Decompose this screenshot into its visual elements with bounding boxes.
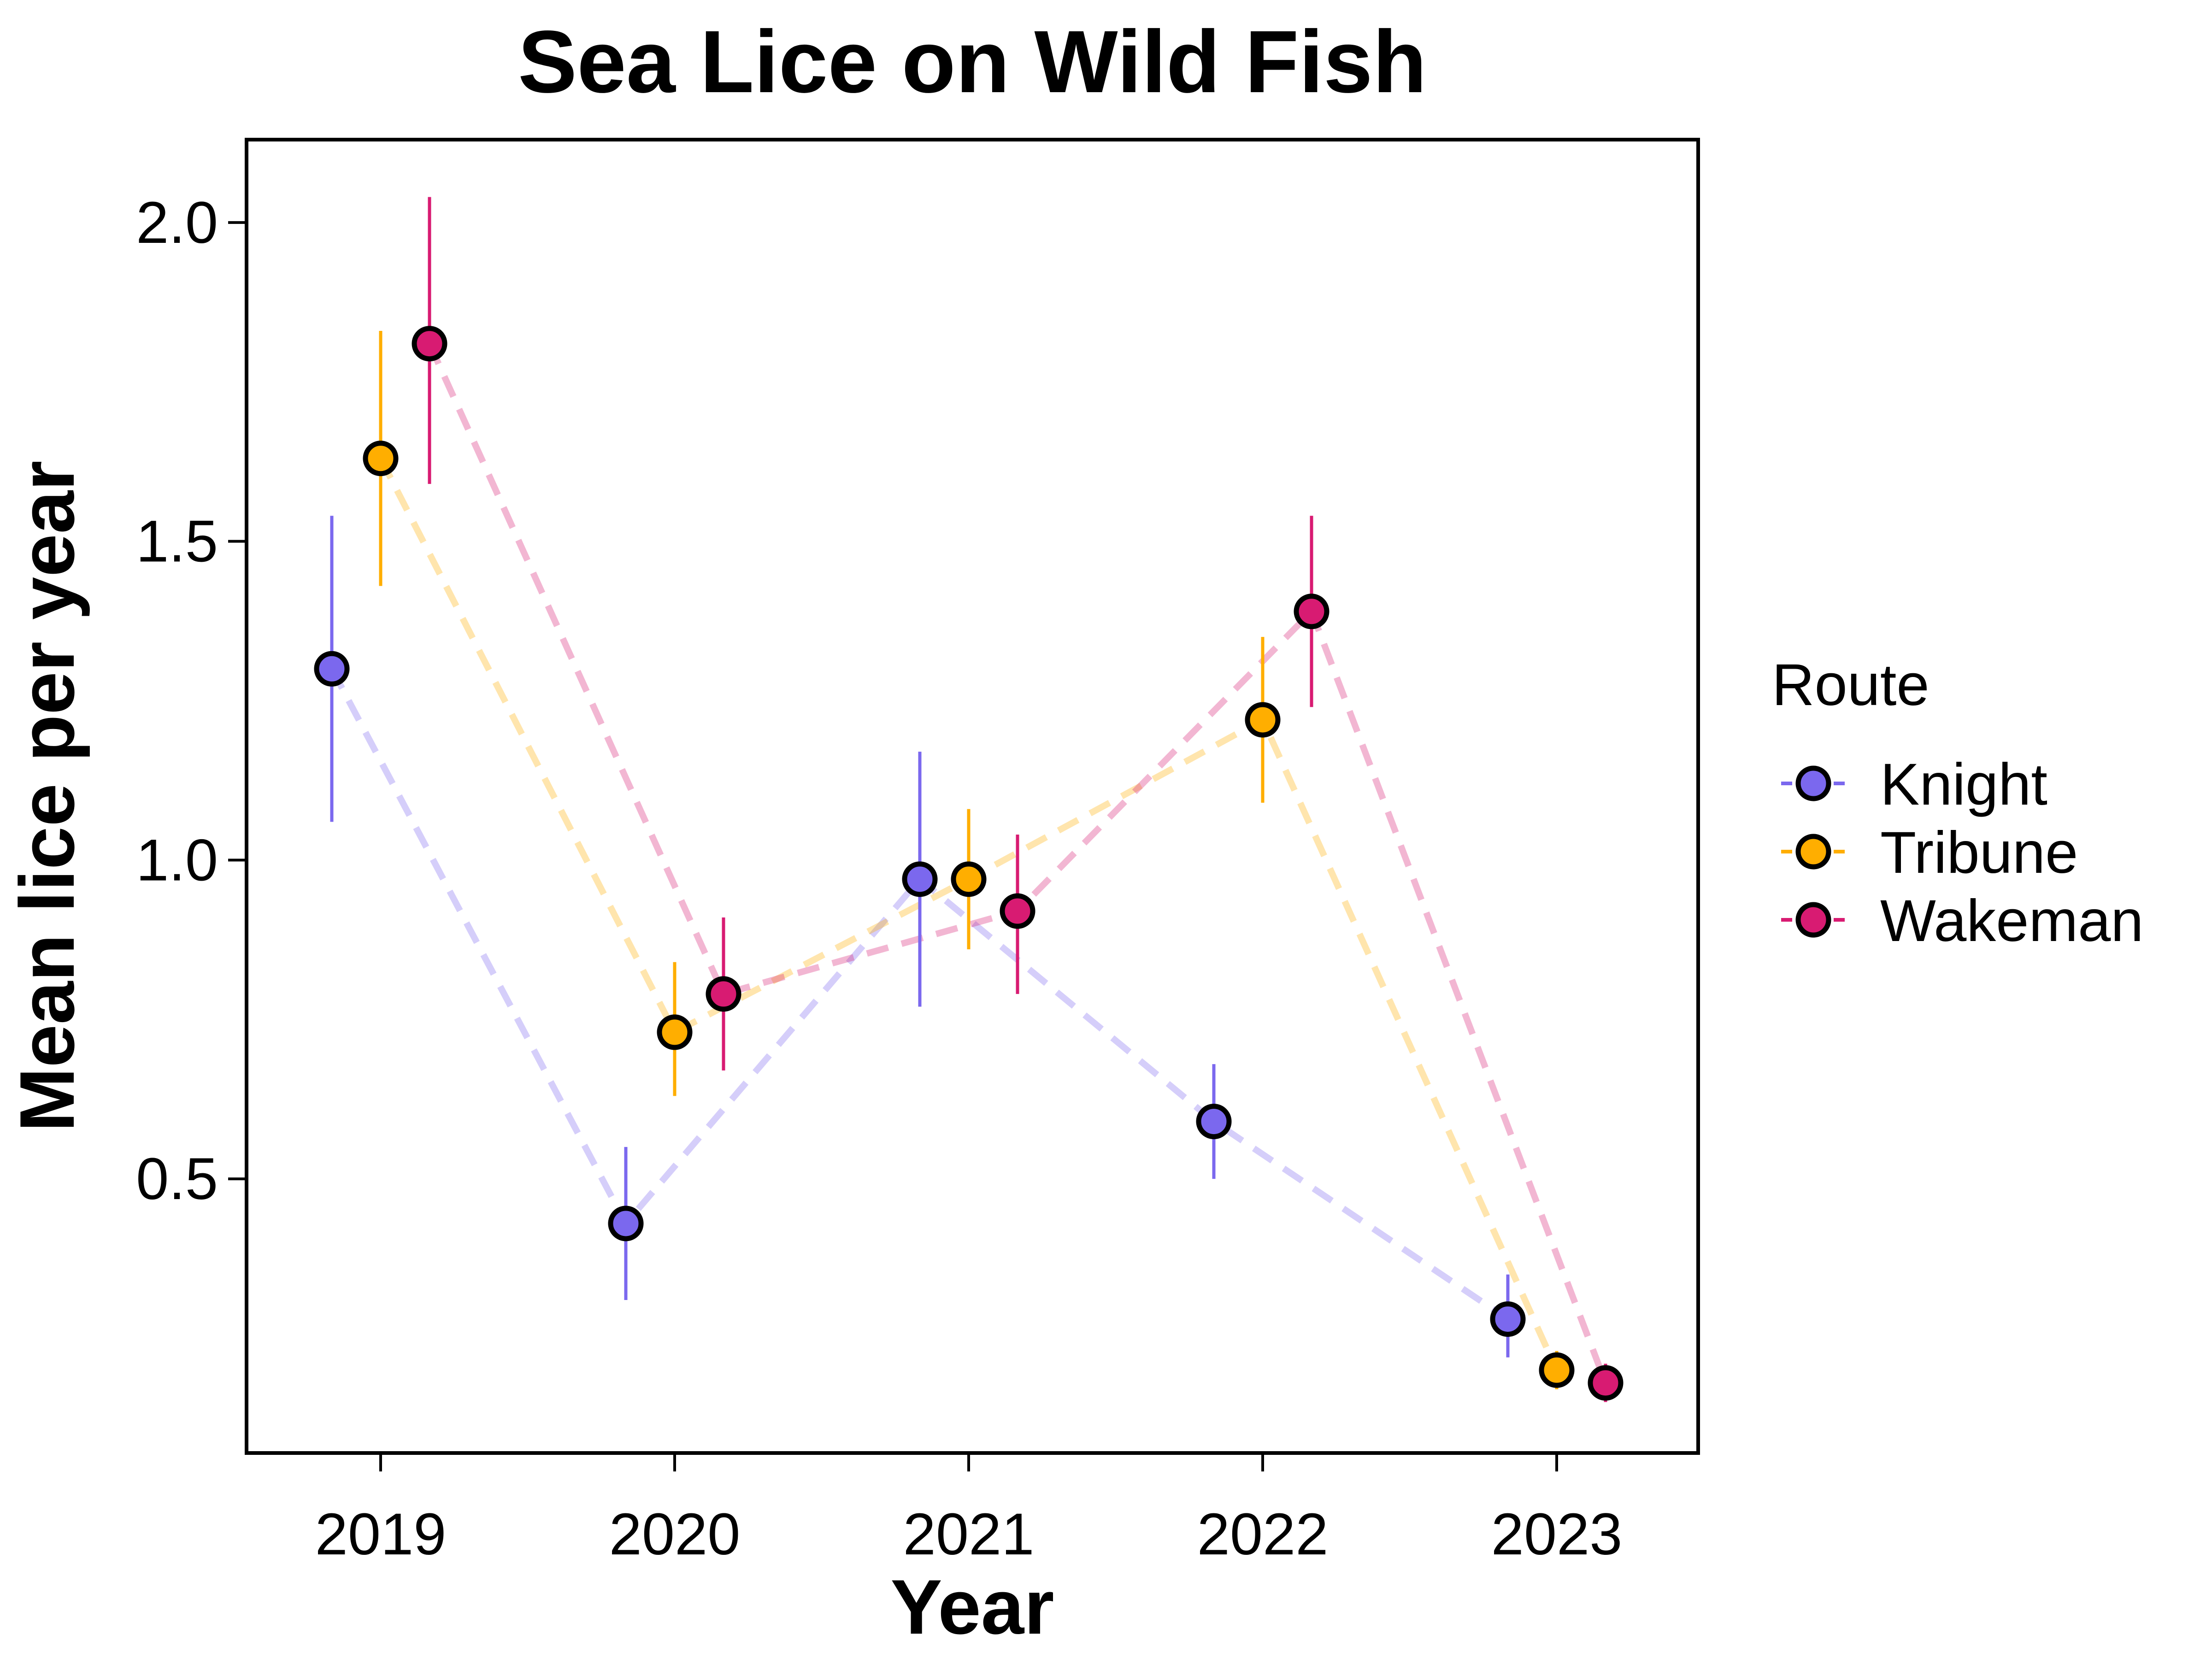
chart-title: Sea Lice on Wild Fish <box>518 12 1427 111</box>
x-axis: 2019 2020 2021 2022 2023 <box>315 1453 1623 1567</box>
legend-label-wakeman: Wakeman <box>1880 888 2143 954</box>
data-point-tribune <box>1245 702 1281 738</box>
x-tick-label: 2019 <box>315 1501 447 1567</box>
y-tick-label: 0.5 <box>136 1146 218 1212</box>
data-point-wakeman <box>1000 893 1035 929</box>
legend-marker-knight <box>1795 765 1831 801</box>
data-point-tribune <box>951 861 987 897</box>
x-tick-label: 2020 <box>609 1501 741 1567</box>
data-point-knight <box>314 651 350 687</box>
y-tick-label: 2.0 <box>136 190 218 256</box>
legend-label-knight: Knight <box>1880 752 2047 818</box>
x-tick-label: 2023 <box>1491 1501 1623 1567</box>
legend-title: Route <box>1772 652 1930 718</box>
data-point-wakeman <box>706 976 741 1012</box>
legend-marker-tribune <box>1795 834 1831 870</box>
data-point-wakeman <box>1588 1365 1624 1401</box>
data-point-tribune <box>657 1014 693 1050</box>
y-tick-label: 1.0 <box>136 827 218 893</box>
data-point-knight <box>1490 1301 1526 1337</box>
x-tick-label: 2022 <box>1197 1501 1329 1567</box>
data-point-knight <box>902 861 938 897</box>
y-axis-label: Mean lice per year <box>4 461 90 1132</box>
data-point-tribune <box>363 441 399 477</box>
plot-frame <box>245 138 1700 1455</box>
data-point-wakeman <box>1294 594 1330 629</box>
x-axis-label: Year <box>890 1564 1054 1650</box>
data-point-knight <box>1196 1104 1232 1140</box>
legend-label-tribune: Tribune <box>1880 820 2078 886</box>
x-tick-label: 2021 <box>903 1501 1035 1567</box>
plot-area <box>314 197 1624 1402</box>
legend-marker-wakeman <box>1795 902 1831 938</box>
data-point-tribune <box>1539 1352 1575 1388</box>
y-axis: 0.5 1.0 1.5 2.0 <box>136 190 247 1212</box>
y-tick-label: 1.5 <box>136 509 218 575</box>
data-point-wakeman <box>412 326 447 362</box>
data-point-knight <box>608 1206 644 1241</box>
